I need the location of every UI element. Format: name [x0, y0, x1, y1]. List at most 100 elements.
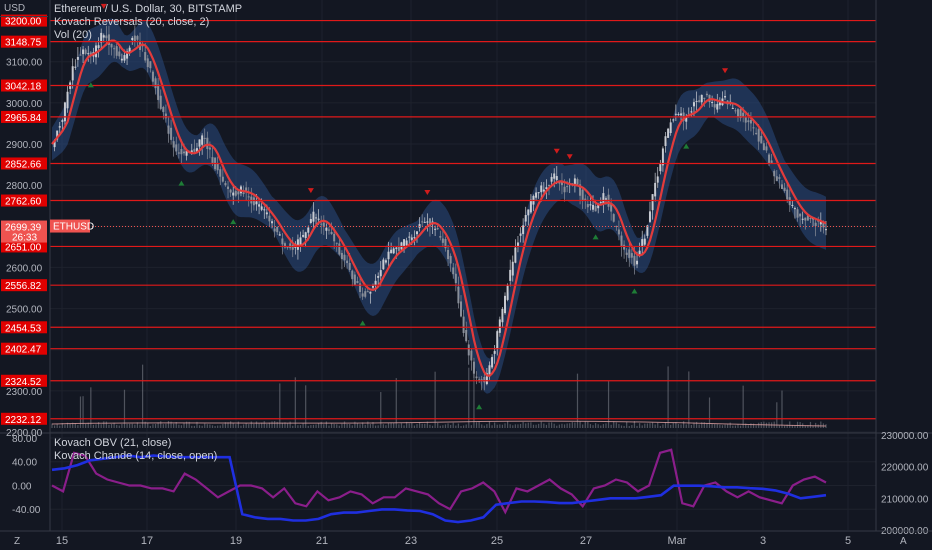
volume-bar: [677, 424, 680, 428]
candle-body: [636, 260, 639, 265]
candle-body: [467, 344, 470, 356]
volume-bar: [284, 422, 286, 428]
volume-bar: [294, 377, 296, 428]
candle-body: [822, 222, 825, 228]
volume-bar: [214, 425, 216, 428]
candle-body: [770, 160, 773, 164]
price-axis[interactable]: 2200.002300.002400.002500.002600.002700.…: [1, 0, 94, 531]
volume-bar: [429, 424, 431, 428]
volume-bar: [657, 422, 659, 428]
volume-bar: [385, 425, 387, 428]
candle-body: [788, 197, 791, 206]
volume-bar: [343, 421, 346, 428]
candle-body: [475, 376, 478, 379]
volume-bar: [644, 423, 646, 428]
volume-bar: [563, 424, 566, 428]
volume-bar: [336, 424, 338, 428]
candle-body: [780, 184, 783, 189]
volume-bar: [494, 422, 496, 428]
candle-body: [299, 237, 302, 245]
candle-body: [460, 301, 463, 317]
candle-body: [825, 229, 827, 231]
volume-bar: [672, 422, 674, 428]
sell-marker: [566, 154, 573, 160]
volume-bar: [188, 421, 190, 428]
candle-body: [273, 228, 276, 232]
volume-bar: [747, 425, 749, 428]
volume-bar: [351, 425, 353, 428]
volume-bar: [442, 425, 444, 428]
level-label: 2965.84: [5, 113, 42, 124]
candle-body: [648, 211, 651, 222]
candle-body: [164, 113, 167, 119]
legend-kovach-obv[interactable]: Kovach OBV (21, close): [54, 437, 172, 449]
candle-body: [384, 260, 387, 263]
candle-body: [548, 185, 551, 187]
volume-bar: [170, 421, 172, 428]
candle-body: [630, 253, 633, 258]
candle-body: [193, 148, 196, 152]
volume-bar: [527, 422, 529, 428]
candle-body: [589, 204, 592, 206]
volume-bar: [242, 424, 245, 428]
volume-bar: [408, 423, 410, 428]
volume-bar: [431, 425, 434, 428]
candle-body: [736, 109, 739, 117]
candle-body: [268, 215, 271, 222]
volume-bar: [755, 425, 757, 428]
legend-volume[interactable]: Vol (20): [54, 29, 92, 41]
candle-body: [760, 135, 763, 144]
candle-body: [162, 107, 165, 112]
volume-bar: [618, 424, 620, 428]
candle-body: [573, 178, 576, 186]
legend-kovach-chande[interactable]: Kovach Chande (14, close, open): [54, 450, 218, 462]
timezone-icon[interactable]: Z: [14, 536, 21, 547]
auto-scale-icon[interactable]: A: [900, 536, 907, 547]
candle-body: [302, 235, 305, 237]
volume-bar: [56, 423, 58, 428]
candle-body: [633, 255, 636, 266]
candle-body: [498, 319, 501, 333]
candle-body: [806, 215, 809, 221]
volume-bar: [149, 425, 151, 428]
candle-body: [773, 170, 776, 177]
volume-bar: [729, 422, 731, 428]
candle-body: [105, 35, 108, 39]
candle-body: [506, 285, 509, 300]
volume-bar: [426, 421, 428, 428]
volume-bar: [312, 424, 315, 428]
candle-body: [408, 236, 411, 238]
candle-body: [211, 157, 214, 164]
volume-bar: [318, 423, 320, 428]
candle-body: [757, 129, 760, 142]
candle-body: [749, 120, 752, 124]
candle-body: [731, 107, 734, 109]
time-axis[interactable]: 15 17 19 21 23 25 27 Mar 3 5: [0, 530, 932, 547]
candle-body: [333, 233, 336, 242]
candle-body: [667, 128, 670, 138]
volume-bar: [268, 422, 271, 428]
volume-bar: [789, 421, 791, 428]
volume-bar: [235, 424, 237, 428]
volume-bar: [193, 425, 195, 428]
candle-body: [325, 227, 328, 231]
candle-body: [242, 192, 245, 195]
volume-bar: [721, 425, 724, 428]
volume-bar: [465, 424, 467, 428]
candle-body: [646, 225, 649, 236]
legend-kovach-reversals[interactable]: Kovach Reversals (20, close, 2): [54, 16, 210, 28]
volume-bar: [481, 424, 483, 428]
price-tick-label: 2800.00: [6, 181, 43, 192]
candle-body: [234, 190, 237, 196]
chande-tick-label: 0.00: [12, 481, 32, 492]
volume-bar: [512, 425, 514, 428]
volume-bar: [349, 424, 351, 428]
volume-bar: [305, 385, 307, 428]
volume-bar: [196, 421, 198, 428]
volume-bar: [79, 396, 82, 428]
volume-bar: [372, 421, 374, 428]
chart-title[interactable]: Ethereum / U.S. Dollar, 30, BITSTAMP: [54, 3, 243, 15]
candle-body: [102, 35, 105, 38]
candle-body: [465, 329, 468, 342]
